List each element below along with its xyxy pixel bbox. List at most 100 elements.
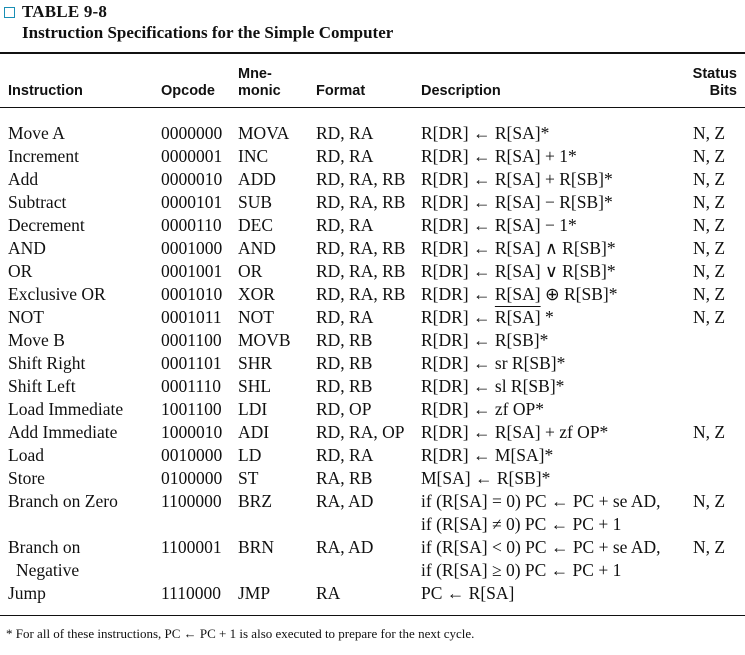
instruction-name: Shift Left — [8, 376, 76, 396]
status-bits-cell: N, Z — [693, 261, 726, 281]
instruction-name: Jump — [8, 583, 46, 603]
header-mnemonic-line2: monic — [238, 83, 281, 99]
mnemonic-cell: BRN — [238, 537, 274, 557]
status-bits-cell: N, Z — [693, 537, 726, 557]
table-title: Instruction Specifications for the Simpl… — [22, 23, 394, 42]
format-cell: RD, RA, OP — [316, 422, 405, 442]
caption-box-icon — [4, 6, 15, 18]
instruction-name-cont: Negative — [16, 560, 80, 580]
description-cell: R[DR] ← R[SA] − R[SB]* — [421, 191, 613, 214]
format-cell: RD, RA, RB — [316, 169, 406, 189]
top-rule — [0, 52, 745, 54]
description-text: R[DR] ← R[SA] + 1* — [421, 146, 577, 166]
instruction-name: Increment — [8, 146, 79, 166]
header-status-line1: Status — [692, 66, 737, 82]
status-bits-cell: N, Z — [693, 422, 726, 442]
header-mnemonic-line1: Mne- — [238, 66, 272, 82]
format-cell: RD, RA, RB — [316, 238, 406, 258]
format-cell: RD, RA — [316, 445, 374, 465]
instruction-cell: Jump — [8, 582, 46, 605]
opcode-cell: 0001010 — [161, 284, 223, 304]
format-cell: RA — [316, 583, 341, 603]
opcode-cell: 0001011 — [161, 307, 222, 327]
description-text: R[DR] ← zf OP* — [421, 399, 544, 419]
instruction-cell: Load Immediate — [8, 398, 123, 421]
instruction-cell: AND — [8, 237, 46, 260]
header-rule — [0, 107, 745, 108]
table-footnote: * For all of these instructions, PC ← PC… — [6, 626, 475, 641]
description-cell: R[DR] ← R[SA] + 1* — [421, 145, 577, 168]
opcode-cell: 0000101 — [161, 192, 223, 212]
format-cell: RA, AD — [316, 491, 374, 511]
status-bits-cell: N, Z — [693, 192, 726, 212]
opcode-cell: 0100000 — [161, 468, 223, 488]
status-bits-cell: N, Z — [693, 123, 726, 143]
header-description: Description — [421, 83, 501, 99]
description-cell: if (R[SA] < 0) PC ← PC + se AD, if (R[SA]… — [421, 536, 660, 582]
table-caption: TABLE 9-8 Instruction Specifications for… — [4, 2, 393, 43]
format-cell: RD, RA, RB — [316, 261, 406, 281]
instruction-name: NOT — [8, 307, 44, 327]
status-bits-cell: N, Z — [693, 238, 726, 258]
instruction-cell: Move A — [8, 122, 65, 145]
description-cell: R[DR] ← sr R[SB]* — [421, 352, 565, 375]
mnemonic-cell: XOR — [238, 284, 275, 304]
description-text: R[DR] ← R[SA]* — [421, 123, 550, 143]
opcode-cell: 0001100 — [161, 330, 222, 350]
opcode-cell: 1001100 — [161, 399, 222, 419]
description-text: R[DR] ← R[SA] ∨ R[SB]* — [421, 261, 616, 281]
instruction-name: Add Immediate — [8, 422, 118, 442]
mnemonic-cell: INC — [238, 146, 269, 166]
instruction-name: Branch on Zero — [8, 491, 118, 511]
instruction-name: OR — [8, 261, 33, 281]
header-instruction: Instruction — [8, 83, 83, 99]
description-cell: R[DR] ← R[SA] + zf OP* — [421, 421, 608, 444]
format-cell: RD, OP — [316, 399, 372, 419]
description-text: if (R[SA] = 0) PC ← PC + se AD, — [421, 491, 661, 511]
instruction-name: Decrement — [8, 215, 85, 235]
table-body: Move A 0000000 MOVA RD, RA R[DR] ← R[SA]* N, … — [0, 122, 745, 605]
status-bits-cell: N, Z — [693, 284, 726, 304]
description-text: R[DR] ← R[SB]* — [421, 330, 549, 350]
description-post: * — [540, 307, 554, 327]
opcode-cell: 0000000 — [161, 123, 223, 143]
instruction-cell: Subtract — [8, 191, 66, 214]
mnemonic-cell: ADD — [238, 169, 276, 189]
description-text: R[DR] ← R[SA] − R[SB]* — [421, 192, 613, 212]
status-bits-cell: N, Z — [693, 307, 726, 327]
instruction-name: Load Immediate — [8, 399, 124, 419]
instruction-cell: Load — [8, 444, 44, 467]
instruction-name: Move A — [8, 123, 65, 143]
header-format: Format — [316, 83, 366, 99]
table-row: OR 0001001 OR RD, RA, RB R[DR] ← R[SA] ∨ R[S… — [0, 260, 745, 283]
status-bits-cell: N, Z — [693, 491, 726, 511]
instruction-name: Store — [8, 468, 45, 488]
mnemonic-cell: LD — [238, 445, 262, 465]
description-text: R[DR] ← R[SA] − 1* — [421, 215, 577, 235]
format-cell: RA, AD — [316, 537, 374, 557]
instruction-cell: Add — [8, 168, 38, 191]
mnemonic-cell: SHR — [238, 353, 273, 373]
instruction-cell: Move B — [8, 329, 65, 352]
instruction-name: AND — [8, 238, 46, 258]
opcode-cell: 0000010 — [161, 169, 223, 189]
table-row: Branch on Zero 1100000 BRZ RA, AD if (R[SA] … — [0, 490, 745, 536]
table-row: Decrement 0000110 DEC RD, RA R[DR] ← R[SA] −… — [0, 214, 745, 237]
instruction-cell: Store — [8, 467, 45, 490]
opcode-cell: 0001110 — [161, 376, 221, 396]
header-opcode: Opcode — [161, 83, 215, 99]
opcode-cell: 0000001 — [161, 146, 223, 166]
description-complement: R[SA] — [494, 307, 541, 327]
description-cell: R[DR] ← R[SA] − 1* — [421, 214, 577, 237]
instruction-cell: Shift Right — [8, 352, 85, 375]
description-cell: R[DR] ← sl R[SB]* — [421, 375, 564, 398]
description-text: R[DR] ← sl R[SB]* — [421, 376, 565, 396]
table-row: Load Immediate 1001100 LDI RD, OP R[DR] ← zf… — [0, 398, 745, 421]
mnemonic-cell: DEC — [238, 215, 273, 235]
instruction-name: Shift Right — [8, 353, 86, 373]
description-text: R[DR] ← M[SA]* — [421, 445, 554, 465]
description-cell: R[DR] ← R[SA] ∧ R[SB]* — [421, 237, 616, 260]
description-text-cont: if (R[SA] ≠ 0) PC ← PC + 1 — [421, 514, 622, 534]
description-cell: R[DR] ← R[SA]* — [421, 122, 549, 145]
description-cell: M[SA] ← R[SB]* — [421, 467, 550, 490]
